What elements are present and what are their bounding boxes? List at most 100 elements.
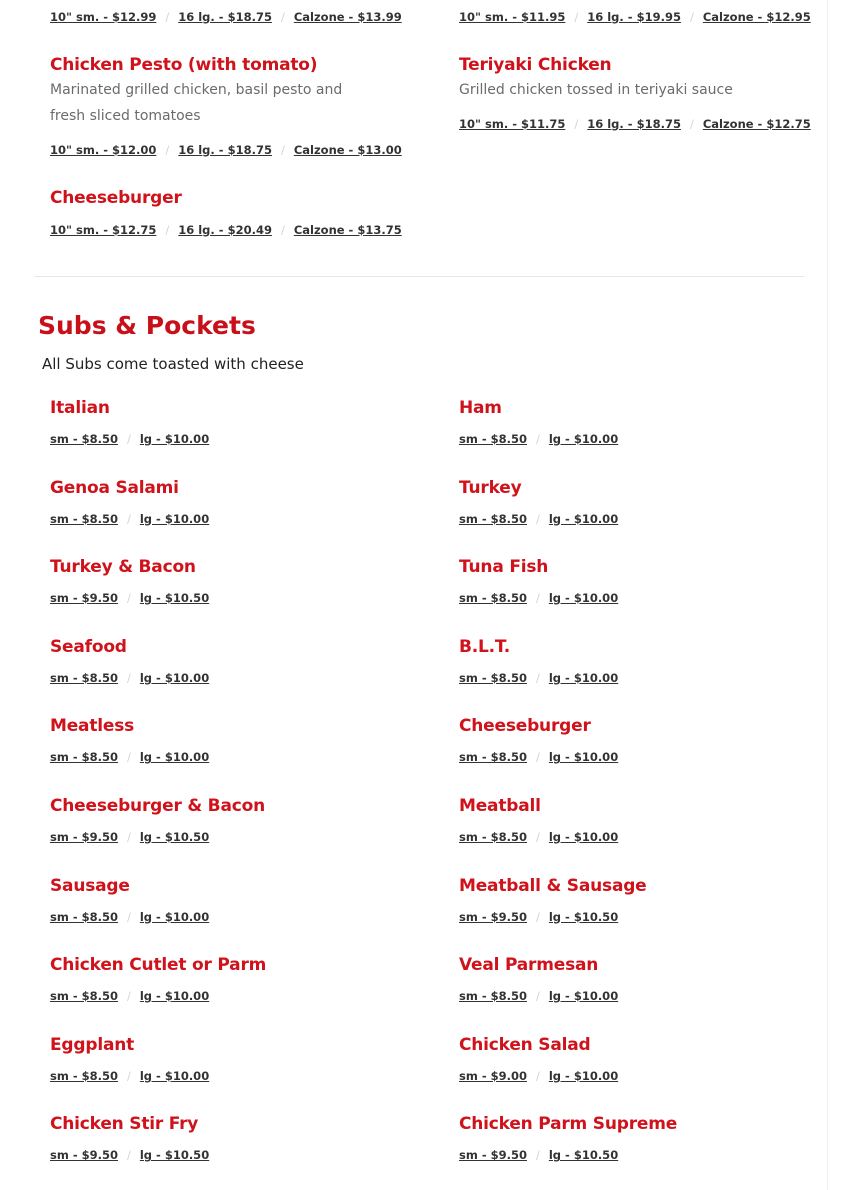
price-option-link[interactable]: sm - $8.50: [50, 909, 118, 924]
price-options: 10" sm. - $12.75 / 16 lg. - $20.49 / Calzone…: [50, 222, 402, 238]
price-separator: /: [535, 1148, 540, 1163]
price-option-link[interactable]: sm - $8.50: [50, 670, 118, 685]
price-options: sm - $8.50 / lg - $10.00: [459, 749, 618, 765]
item-name: Seafood: [50, 636, 127, 657]
item-name: Tuna Fish: [459, 557, 549, 578]
price-option-link[interactable]: Calzone - $13.75: [293, 223, 402, 237]
price-option-link[interactable]: 10" sm. - $12.99: [50, 10, 157, 24]
price-option-link[interactable]: sm - $8.50: [459, 591, 527, 606]
price-options: sm - $8.50 / lg - $10.00: [459, 431, 618, 447]
item-name: Meatball & Sausage: [459, 875, 647, 896]
price-option-link[interactable]: lg - $10.00: [548, 432, 619, 446]
price-option-link[interactable]: sm - $8.50: [50, 989, 118, 1004]
price-option-link[interactable]: sm - $8.50: [50, 750, 118, 765]
price-separator: /: [535, 511, 540, 526]
item-name: Italian: [50, 398, 110, 418]
price-option-link[interactable]: 16 lg. - $20.49: [178, 223, 272, 237]
item-name: Chicken Salad: [459, 1034, 591, 1055]
item-name: Cheeseburger: [50, 188, 182, 208]
section-title: Subs & Pockets: [38, 311, 256, 340]
price-option-link[interactable]: lg - $10.00: [548, 670, 619, 685]
price-option-link[interactable]: lg - $10.00: [139, 670, 210, 685]
price-separator: /: [535, 830, 540, 844]
price-option-link[interactable]: lg - $10.00: [548, 591, 619, 606]
price-option-link[interactable]: 16 lg. - $18.75: [587, 117, 681, 131]
price-option-link[interactable]: lg - $10.00: [548, 989, 619, 1004]
price-separator: /: [165, 223, 170, 237]
content-border: [827, 0, 828, 1190]
price-separator: /: [280, 223, 285, 237]
price-option-link[interactable]: sm - $8.50: [459, 989, 527, 1004]
price-options: sm - $8.50 / lg - $10.00: [459, 829, 618, 845]
price-option-link[interactable]: lg - $10.00: [139, 989, 210, 1004]
price-option-link[interactable]: sm - $8.50: [459, 511, 527, 526]
price-option-link[interactable]: sm - $8.50: [50, 511, 118, 526]
item-name: Meatball: [459, 796, 541, 816]
price-option-link[interactable]: 10" sm. - $12.75: [50, 223, 157, 237]
price-options: sm - $8.50 / lg - $10.00: [459, 988, 618, 1004]
item-name: Cheeseburger & Bacon: [50, 796, 265, 816]
item-name: Cheeseburger: [459, 716, 591, 737]
price-option-link[interactable]: 10" sm. - $11.75: [459, 117, 566, 131]
price-option-link[interactable]: 10" sm. - $11.95: [459, 10, 566, 24]
price-option-link[interactable]: lg - $10.00: [548, 511, 619, 526]
price-separator: /: [165, 10, 170, 24]
item-name: Sausage: [50, 875, 130, 896]
item-name: Turkey & Bacon: [50, 557, 196, 578]
item-name: Meatless: [50, 716, 135, 737]
price-separator: /: [535, 591, 540, 606]
price-option-link[interactable]: lg - $10.00: [548, 750, 619, 765]
price-option-link[interactable]: sm - $8.50: [50, 432, 118, 446]
price-option-link[interactable]: sm - $8.50: [50, 1068, 118, 1083]
price-option-link[interactable]: lg - $10.00: [139, 1068, 210, 1083]
price-option-link[interactable]: lg - $10.50: [139, 1148, 210, 1163]
price-option-link[interactable]: sm - $8.50: [459, 670, 527, 685]
price-option-link[interactable]: lg - $10.00: [139, 750, 210, 765]
price-options: sm - $9.50 / lg - $10.50: [459, 909, 618, 925]
section-divider: [34, 276, 804, 277]
price-option-link[interactable]: sm - $9.50: [50, 591, 118, 606]
price-separator: /: [535, 432, 540, 446]
price-option-link[interactable]: Calzone - $12.95: [702, 10, 811, 24]
price-option-link[interactable]: sm - $8.50: [459, 432, 527, 446]
price-separator: /: [280, 143, 285, 157]
price-option-link[interactable]: sm - $9.50: [50, 830, 118, 844]
price-separator: /: [535, 909, 540, 924]
price-options: sm - $8.50 / lg - $10.00: [50, 511, 209, 527]
price-option-link[interactable]: lg - $10.50: [548, 1148, 619, 1163]
price-option-link[interactable]: sm - $9.50: [459, 909, 527, 924]
price-option-link[interactable]: sm - $9.50: [50, 1148, 118, 1163]
price-options: sm - $8.50 / lg - $10.00: [50, 431, 209, 447]
price-option-link[interactable]: 16 lg. - $19.95: [587, 10, 681, 24]
price-options: sm - $9.50 / lg - $10.50: [50, 829, 209, 845]
price-option-link[interactable]: Calzone - $12.75: [702, 117, 811, 131]
price-separator: /: [126, 909, 131, 924]
price-option-link[interactable]: lg - $10.00: [548, 830, 619, 844]
price-option-link[interactable]: sm - $9.50: [459, 1148, 527, 1163]
price-option-link[interactable]: lg - $10.50: [139, 830, 210, 844]
price-separator: /: [574, 10, 579, 24]
price-separator: /: [126, 989, 131, 1004]
price-option-link[interactable]: Calzone - $13.00: [293, 143, 402, 157]
item-name: Chicken Parm Supreme: [459, 1114, 678, 1135]
price-option-link[interactable]: 16 lg. - $18.75: [178, 143, 272, 157]
price-option-link[interactable]: 16 lg. - $18.75: [178, 10, 272, 24]
price-options: sm - $8.50 / lg - $10.00: [459, 590, 618, 606]
price-option-link[interactable]: 10" sm. - $12.00: [50, 143, 157, 157]
price-option-link[interactable]: sm - $8.50: [459, 750, 527, 765]
price-separator: /: [535, 1068, 540, 1083]
price-option-link[interactable]: lg - $10.00: [139, 511, 210, 526]
price-option-link[interactable]: lg - $10.00: [139, 432, 210, 446]
item-description: Grilled chicken tossed in teriyaki sauce: [459, 82, 733, 98]
price-option-link[interactable]: lg - $10.50: [548, 909, 619, 924]
price-option-link[interactable]: lg - $10.00: [139, 909, 210, 924]
price-option-link[interactable]: sm - $9.00: [459, 1068, 527, 1083]
price-option-link[interactable]: lg - $10.00: [548, 1068, 619, 1083]
price-options: sm - $8.50 / lg - $10.00: [459, 511, 618, 527]
price-option-link[interactable]: sm - $8.50: [459, 830, 527, 844]
price-separator: /: [126, 830, 131, 844]
price-option-link[interactable]: Calzone - $13.99: [293, 10, 402, 24]
item-name: Ham: [459, 398, 502, 418]
price-separator: /: [126, 1068, 131, 1083]
price-option-link[interactable]: lg - $10.50: [139, 591, 210, 606]
